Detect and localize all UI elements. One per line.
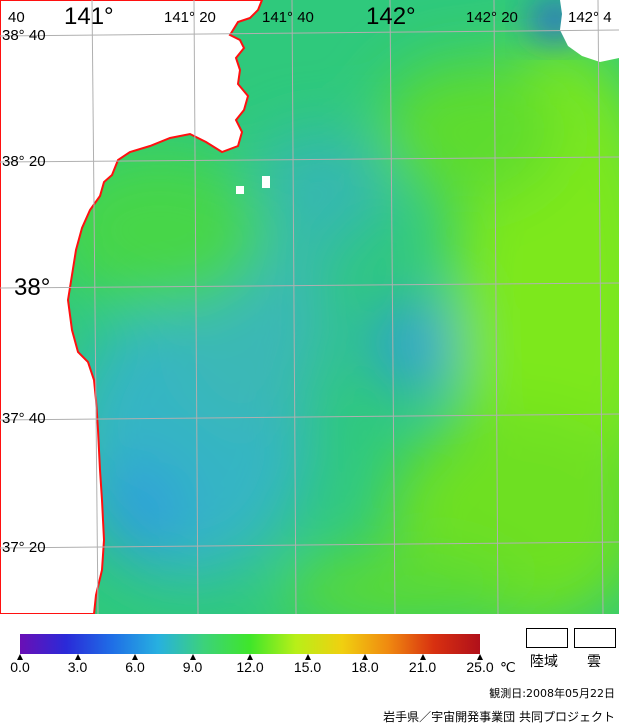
warm-patch — [380, 60, 560, 200]
land-legend-label: 陸域 — [530, 654, 558, 670]
colorbar-tick-label: 3.0 — [67, 659, 88, 675]
cool-patch — [370, 300, 470, 390]
cool-patch — [250, 130, 390, 250]
cloud-legend-swatch — [574, 628, 616, 648]
lat-label: 38° 40 — [2, 27, 46, 44]
lat-label: 37° 40 — [2, 410, 46, 427]
warm-patch — [280, 550, 520, 614]
colorbar-tick-label: 15.0 — [293, 659, 322, 675]
colorbar-tick-mark — [419, 654, 426, 660]
sst-map — [0, 0, 619, 614]
land-area — [0, 0, 264, 614]
lon-label: 142° — [366, 3, 416, 30]
lon-label: 40 — [8, 9, 25, 26]
colorbar-tick-label: 25.0 — [466, 659, 494, 675]
colorbar-tick-mark — [189, 654, 196, 660]
colorbar-tick-mark — [17, 654, 23, 660]
lon-label: 142° 4 — [568, 9, 612, 26]
colorbar-tick-mark — [304, 654, 311, 660]
colorbar-tick-label: 6.0 — [125, 659, 145, 675]
colorbar-tick-mark — [247, 654, 253, 660]
lon-label: 141° 40 — [262, 9, 314, 26]
cloud-legend-label: 雲 — [587, 654, 601, 670]
temperature-unit: ℃ — [500, 659, 516, 675]
colorbar-tick-mark — [74, 654, 81, 660]
cool-patch — [100, 460, 180, 560]
colorbar-tick-label: 12.0 — [236, 659, 264, 675]
island — [236, 186, 244, 194]
lat-label: 38° — [14, 274, 51, 301]
colorbar-tick-label: 9.0 — [182, 659, 203, 675]
temperature-colorbar — [20, 634, 480, 654]
warm-patch — [50, 150, 270, 310]
land-legend-swatch — [526, 628, 568, 648]
temperature-field — [50, 40, 619, 614]
graticule — [0, 0, 619, 614]
lon-label: 141° 20 — [164, 9, 216, 26]
colorbar-tick-mark — [362, 654, 368, 660]
lat-label: 38° 20 — [2, 153, 46, 170]
lon-label: 141° — [64, 3, 114, 30]
lon-label: 142° 20 — [466, 9, 518, 26]
island — [262, 176, 270, 188]
colorbar-tick-label: 0.0 — [10, 659, 30, 675]
colorbar-tick-label: 18.0 — [351, 659, 379, 675]
colorbar-tick-label: 21.0 — [408, 659, 437, 675]
colorbar-tick-mark — [132, 654, 138, 660]
cloud-area — [560, 0, 619, 62]
colorbar-tick-mark — [477, 654, 483, 660]
credit-line: 岩手県／宇宙開発事業団 共同プロジェクト — [383, 710, 615, 724]
observation-date: 観測日:2008年05月22日 — [489, 687, 615, 700]
lat-label: 37° 20 — [2, 539, 46, 556]
